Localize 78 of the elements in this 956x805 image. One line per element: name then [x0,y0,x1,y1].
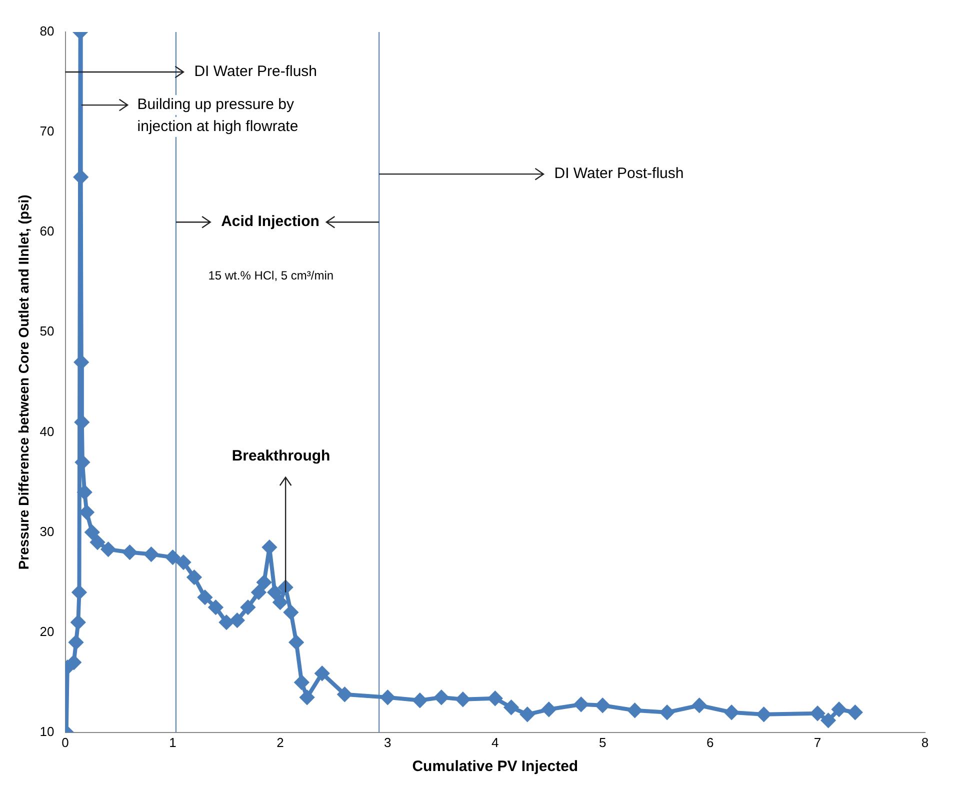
point [488,691,502,706]
annotation: DI Water Pre-flush [194,63,318,80]
point [504,700,518,714]
point [268,585,282,600]
point [810,706,825,720]
y-tick-label: 60 [40,224,54,239]
point [90,535,104,550]
x-tick-label: 6 [706,734,714,750]
point [66,655,81,670]
y-axis-title: Pressure Difference between Core Outlet and IInlet, (psi) [15,194,32,570]
point [208,600,223,614]
point [434,690,448,704]
point [338,687,352,702]
x-tick-label: 4 [492,734,499,750]
point [252,585,266,600]
x-tick-label: 3 [384,734,392,750]
y-tick-label: 10 [40,724,54,739]
annotation: Breakthrough [232,447,330,464]
point [74,170,88,184]
point [176,555,190,570]
y-tick-label: 20 [40,624,54,639]
point [144,547,158,562]
y-tick-label: 70 [40,124,54,139]
point [75,455,90,470]
point [240,600,255,614]
point [832,702,846,716]
point [219,615,234,630]
point [289,635,304,650]
annotation: 15 wt.% HCl, 5 cm³/min [208,268,334,282]
x-tick-label: 8 [921,734,929,750]
point [72,585,86,600]
point [756,707,771,722]
x-tick-label: 7 [814,734,822,750]
point [80,505,94,520]
point [724,705,739,720]
point [574,697,588,712]
point [74,355,88,370]
point [273,595,288,610]
point [596,698,610,712]
point [412,693,427,708]
x-tick-label: 0 [62,734,69,750]
point [692,698,706,712]
point [380,690,395,704]
point [187,570,202,584]
y-tick-label: 40 [40,424,54,439]
point [78,485,92,500]
annotation: Acid Injection [221,213,320,230]
x-tick-label: 5 [598,734,606,750]
point [85,525,100,540]
y-tick-label: 80 [40,24,54,39]
point [257,575,272,590]
point [284,605,298,620]
point [71,615,86,630]
x-tick-label: 2 [276,734,284,750]
point [456,692,470,706]
y-tick-label: 30 [40,524,54,539]
point [101,542,116,556]
point [315,666,330,680]
point [262,540,276,554]
point [821,713,836,728]
x-tick-label: 1 [169,734,176,750]
point [848,705,862,720]
point [294,675,309,690]
point [300,690,314,704]
point [542,702,556,716]
point [230,613,244,628]
point [122,545,137,560]
y-tick-label: 50 [40,324,54,339]
point [198,590,212,604]
point [166,550,180,564]
x-axis-title: Cumulative PV Injected [412,758,578,776]
annotation: DI Water Post-flush [554,165,684,182]
point [69,635,84,650]
point [74,415,89,430]
point [628,703,642,718]
point [660,705,674,720]
annotation: Building up pressure by injection at high flowrate [137,96,298,136]
point [520,707,534,722]
